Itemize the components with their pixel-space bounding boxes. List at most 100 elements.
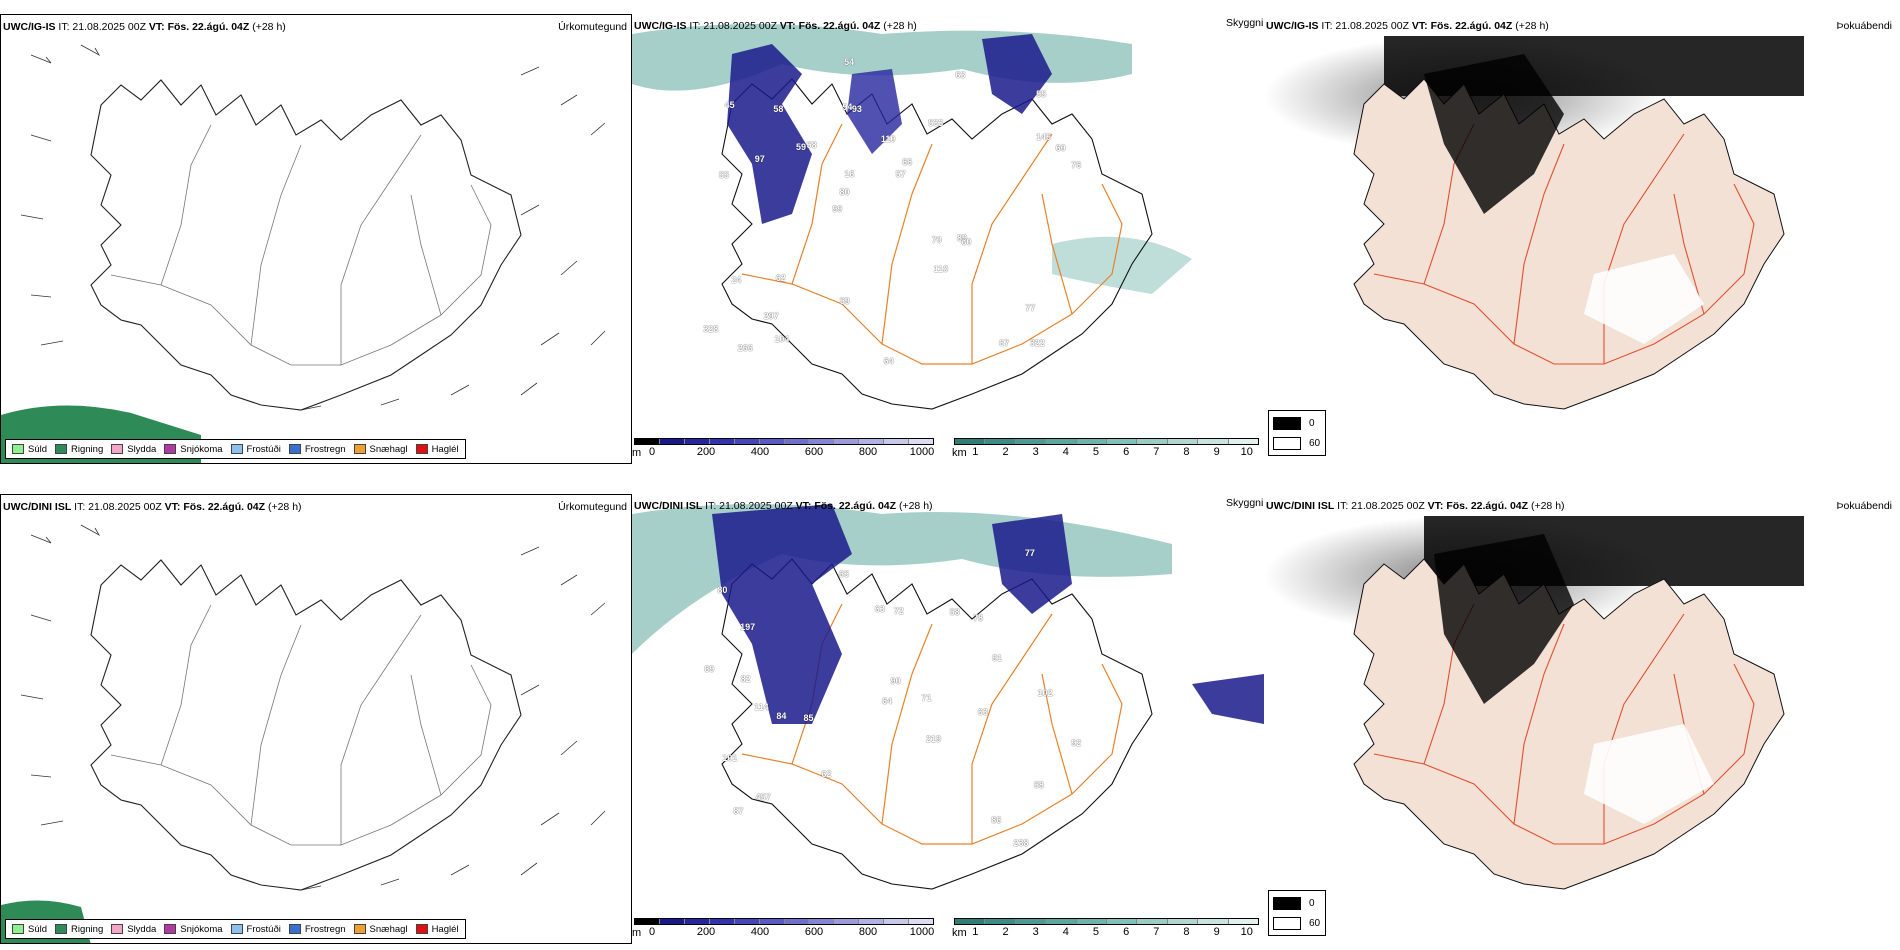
precip-legend-swatch bbox=[288, 444, 301, 454]
precip-legend-label: Frostúði bbox=[246, 923, 281, 935]
ceiling-visibility-panel-row1: UWC/IG-IS IT: 21.08.2025 00Z VT: Fös. 22… bbox=[632, 14, 1264, 464]
colorbar-tick-label: 4 bbox=[1062, 926, 1069, 938]
visibility-heading: Skyggni bbox=[1226, 17, 1264, 29]
colorbar-tick-label: 2 bbox=[1002, 926, 1009, 938]
precip-legend-swatch bbox=[415, 444, 428, 454]
precip-legend-label: Haglél bbox=[431, 443, 459, 455]
cloud-base-label: 322 bbox=[1029, 338, 1045, 349]
low-ceiling-area-northeast bbox=[992, 514, 1072, 614]
cloud-base-label: 197 bbox=[740, 621, 756, 632]
precip-legend-label: Súld bbox=[28, 443, 48, 455]
precip-legend-swatch bbox=[230, 444, 243, 454]
colorbar-tick-label: 3 bbox=[1032, 926, 1039, 938]
fog-indicator-heading: Þokuábendi bbox=[1836, 500, 1892, 512]
cloud-base-label: 58 bbox=[806, 140, 817, 151]
visibility-colorbar: 1 2 3 4 5 6 7 8 9 10 km bbox=[952, 438, 1259, 460]
cloud-base-label: 78 bbox=[973, 613, 984, 624]
cloud-base-label: 82 bbox=[740, 674, 751, 685]
colorbar-tick-label: 7 bbox=[1153, 446, 1160, 458]
precip-legend-swatch bbox=[288, 924, 301, 934]
panel-title: UWC/DINI ISL IT: 21.08.2025 00Z VT: Fös.… bbox=[634, 500, 933, 512]
colorbar-unit: m bbox=[632, 927, 642, 939]
cloud-base-label: 266 bbox=[737, 343, 753, 354]
precip-legend-swatch bbox=[12, 924, 24, 934]
colorbar-segment bbox=[884, 919, 910, 924]
cloud-base-label: 70 bbox=[931, 235, 942, 245]
fog-map-row2 bbox=[1264, 516, 1900, 944]
cloud-base-label: 145 bbox=[1035, 131, 1051, 142]
colorbar-segment bbox=[1107, 919, 1138, 924]
visibility-colorbar: 1 2 3 4 5 6 7 8 9 10 km bbox=[952, 918, 1259, 940]
cloud-base-label: 71 bbox=[921, 693, 932, 704]
colorbar-tick-label: 1000 bbox=[909, 926, 935, 938]
colorbar-tick-label: 10 bbox=[1240, 446, 1253, 458]
colorbar-segment bbox=[635, 919, 660, 924]
precip-legend-item: Haglél bbox=[415, 924, 459, 935]
colorbar-tick-label: 800 bbox=[858, 446, 878, 458]
cloud-base-label: 92 bbox=[1071, 737, 1082, 748]
precip-legend-label: Frostúði bbox=[246, 443, 281, 455]
cloud-base-label: 58 bbox=[773, 103, 784, 114]
colorbar-tick-label: 4 bbox=[1062, 446, 1069, 458]
cloud-base-label: 101 bbox=[722, 753, 738, 764]
colorbar-segment bbox=[1198, 919, 1229, 924]
cloud-base-label: 63 bbox=[955, 70, 966, 81]
precip-legend-label: Snjókoma bbox=[180, 443, 223, 455]
colorbar-unit: km bbox=[952, 447, 967, 459]
precip-legend-swatch bbox=[55, 924, 68, 934]
colorbar-tick-label: 400 bbox=[750, 446, 770, 458]
colorbar-segment bbox=[1228, 439, 1259, 444]
cloud-base-label: 533 bbox=[928, 117, 944, 128]
low-visibility-sea-east bbox=[1052, 236, 1192, 294]
cloud-base-label: 110 bbox=[933, 263, 949, 274]
precip-legend-item: Rigning bbox=[55, 444, 103, 455]
colorbar-segment bbox=[659, 439, 685, 444]
fog-legend-swatch bbox=[1273, 917, 1301, 930]
cloud-base-label: 62 bbox=[775, 273, 786, 284]
colorbar-segment bbox=[684, 919, 710, 924]
ceiling-map-row2 bbox=[632, 504, 1264, 890]
panel-title: UWC/IG-IS IT: 21.08.2025 00Z VT: Fös. 22… bbox=[634, 20, 917, 32]
cloud-base-label: 60 bbox=[1055, 143, 1066, 154]
fog-legend-swatch bbox=[1273, 897, 1301, 910]
colorbar-segment bbox=[859, 439, 885, 444]
cloud-base-label: 58 bbox=[1033, 779, 1044, 790]
precip-legend-item: Snæhagl bbox=[353, 924, 408, 935]
cloud-base-label: 60 bbox=[961, 236, 972, 247]
cloud-base-label: 114 bbox=[754, 701, 769, 712]
colorbar-segment bbox=[1228, 919, 1259, 924]
colorbar-segment bbox=[784, 439, 810, 444]
colorbar-tick-label: 8 bbox=[1183, 446, 1190, 458]
colorbar-segment bbox=[859, 919, 885, 924]
colorbar-segment bbox=[1076, 439, 1108, 444]
cloud-base-label: 104 bbox=[774, 334, 790, 345]
cloud-base-label: 55 bbox=[718, 170, 729, 181]
fog-legend-swatch bbox=[1273, 437, 1301, 450]
cloud-base-label: 57 bbox=[895, 169, 906, 180]
cloud-base-label: 76 bbox=[1071, 159, 1082, 170]
colorbar-tick-label: 9 bbox=[1213, 926, 1220, 938]
colorbar-tick-label: 1 bbox=[972, 926, 979, 938]
cloud-base-label: 64 bbox=[883, 355, 894, 366]
colorbar-segment bbox=[659, 919, 685, 924]
cloud-base-label: 77 bbox=[1024, 548, 1035, 559]
precip-legend-item: Frostúði bbox=[230, 443, 281, 455]
precip-legend-item: Frostúði bbox=[230, 923, 281, 935]
cloud-base-label: 67 bbox=[999, 337, 1010, 348]
colorbar-segment bbox=[909, 919, 934, 924]
fog-indicator-panel-row1: UWC/IG-IS IT: 21.08.2025 00Z VT: Fös. 22… bbox=[1264, 14, 1900, 464]
precip-legend-item: Rigning bbox=[55, 924, 103, 935]
cloud-base-label: 58 bbox=[949, 606, 960, 617]
colorbar-tick-label: 800 bbox=[858, 926, 878, 938]
precip-legend-swatch bbox=[111, 924, 124, 934]
colorbar-tick-label: 7 bbox=[1153, 926, 1160, 938]
fog-free-area-southeast bbox=[1584, 254, 1704, 344]
colorbar-tick-label: 3 bbox=[1032, 446, 1039, 458]
precip-type-heading: Úrkomutegund bbox=[558, 501, 627, 513]
cloud-base-label: 457 bbox=[755, 791, 771, 802]
colorbar-tick-label: 200 bbox=[696, 926, 716, 938]
colorbar-segment bbox=[1015, 439, 1047, 444]
low-visibility-sea-north bbox=[632, 504, 1172, 654]
cloud-base-label: 90 bbox=[890, 675, 901, 686]
ceiling-map-row1 bbox=[632, 24, 1192, 410]
